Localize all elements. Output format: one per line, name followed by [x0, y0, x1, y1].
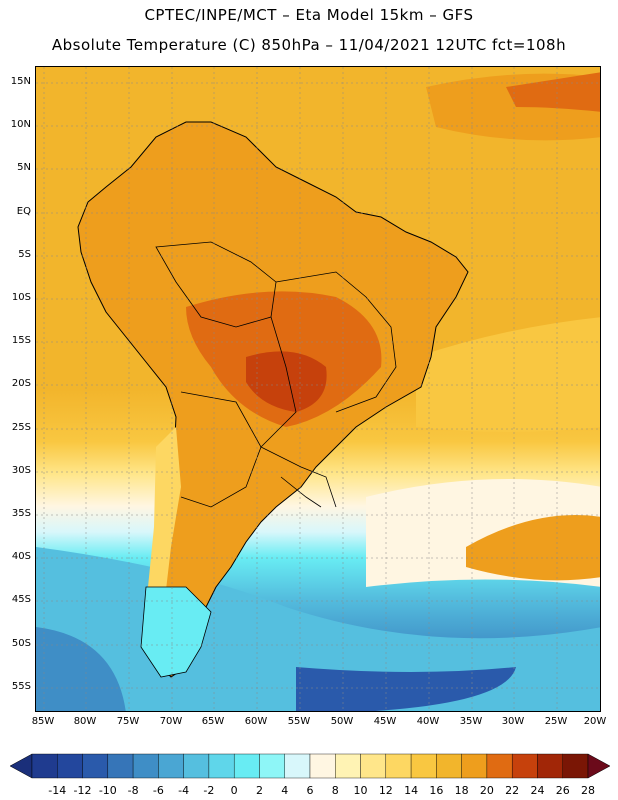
lat-label: 20S: [11, 378, 31, 389]
colorbar-tick-label: 16: [429, 784, 444, 797]
map-svg: [36, 67, 600, 711]
colorbar-swatch: [562, 753, 589, 779]
colorbar-tick-label: 0: [230, 784, 238, 797]
colorbar-tick-label: -14: [48, 784, 67, 797]
colorbar-swatch: [436, 753, 462, 779]
colorbar-swatch: [107, 753, 134, 779]
colorbar-tick-label: 14: [404, 784, 419, 797]
colorbar: [10, 753, 610, 779]
colorbar-tick-label: -4: [178, 784, 190, 797]
lat-label: 40S: [11, 551, 31, 562]
title-line-1: CPTEC/INPE/MCT – Eta Model 15km – GFS: [144, 6, 474, 24]
temperature-map: [35, 66, 601, 712]
colorbar-swatch: [360, 753, 387, 779]
lat-label: 10N: [10, 119, 31, 130]
lon-label: 55W: [287, 716, 311, 727]
colorbar-swatch: [385, 753, 412, 779]
warm-ocean-east: [416, 317, 600, 432]
lon-label: 25W: [544, 716, 568, 727]
colorbar-tick-label: -10: [98, 784, 117, 797]
colorbar-swatch: [57, 753, 83, 779]
coldest-core: [296, 667, 516, 711]
lon-label: 75W: [116, 716, 140, 727]
colorbar-tick-label: 10: [353, 784, 368, 797]
colorbar-swatch: [537, 753, 563, 779]
colorbar-tick-label: 4: [281, 784, 289, 797]
colorbar-swatches: [10, 753, 610, 779]
lon-label: 30W: [501, 716, 525, 727]
lon-label: 20W: [583, 716, 607, 727]
lon-label: 50W: [330, 716, 354, 727]
lat-label: 35S: [11, 508, 31, 519]
colorbar-swatch: [233, 753, 260, 779]
lon-label: 40W: [416, 716, 440, 727]
colorbar-swatch: [486, 753, 513, 779]
colorbar-arrow-high: [587, 753, 610, 779]
colorbar-swatch: [208, 753, 235, 779]
lon-label: 70W: [159, 716, 183, 727]
lon-label: 85W: [31, 716, 55, 727]
lat-label: 50S: [11, 638, 31, 649]
colorbar-swatch: [335, 753, 361, 779]
colorbar-swatch: [31, 753, 58, 779]
lon-label: 80W: [73, 716, 97, 727]
lat-label: 45S: [11, 594, 31, 605]
lon-label: 45W: [373, 716, 397, 727]
lat-label: 15N: [10, 76, 31, 87]
colorbar-tick-label: -2: [203, 784, 215, 797]
colorbar-tick-label: -6: [152, 784, 164, 797]
colorbar-tick-label: 22: [505, 784, 520, 797]
colorbar-swatch: [183, 753, 210, 779]
colorbar-arrow-low: [10, 753, 33, 779]
colorbar-tick-label: 20: [479, 784, 494, 797]
lat-label: 55S: [11, 681, 31, 692]
colorbar-swatch: [461, 753, 488, 779]
colorbar-tick-label: 24: [530, 784, 545, 797]
lon-label: 60W: [244, 716, 268, 727]
colorbar-swatch: [309, 753, 336, 779]
colorbar-tick-label: 18: [454, 784, 469, 797]
lat-label: 30S: [11, 465, 31, 476]
title-line-2: Absolute Temperature (C) 850hPa – 11/04/…: [51, 36, 567, 54]
colorbar-tick-label: 28: [581, 784, 595, 797]
graticule: [36, 67, 600, 711]
lat-label: 5N: [17, 162, 31, 173]
warm-core-north: [506, 72, 600, 112]
country-borders: [155, 241, 397, 508]
warm-patch-southeast: [466, 515, 600, 581]
colorbar-swatch: [132, 753, 159, 779]
colorbar-swatch: [511, 753, 538, 779]
colorbar-swatch: [82, 753, 109, 779]
colorbar-swatch: [259, 753, 285, 779]
hot-core: [246, 351, 327, 412]
lat-label: 10S: [11, 292, 31, 303]
colorbar-tick-label: 12: [378, 784, 393, 797]
colorbar-swatch: [284, 753, 311, 779]
lat-label: 15S: [11, 335, 31, 346]
colorbar-tick-label: -12: [73, 784, 92, 797]
colorbar-tick-label: 6: [306, 784, 314, 797]
cold-core-west: [36, 627, 126, 711]
lon-label: 65W: [201, 716, 225, 727]
colorbar-swatch: [410, 753, 437, 779]
lat-label: 5S: [18, 249, 31, 260]
lat-label: EQ: [16, 206, 31, 217]
colorbar-swatch: [158, 753, 184, 779]
colorbar-tick-label: 26: [555, 784, 570, 797]
patagonia-cold: [140, 586, 212, 678]
lon-label: 35W: [459, 716, 483, 727]
colorbar-tick-label: -8: [127, 784, 139, 797]
lat-label: 25S: [11, 422, 31, 433]
colorbar-tick-label: 8: [331, 784, 339, 797]
colorbar-tick-label: 2: [255, 784, 263, 797]
